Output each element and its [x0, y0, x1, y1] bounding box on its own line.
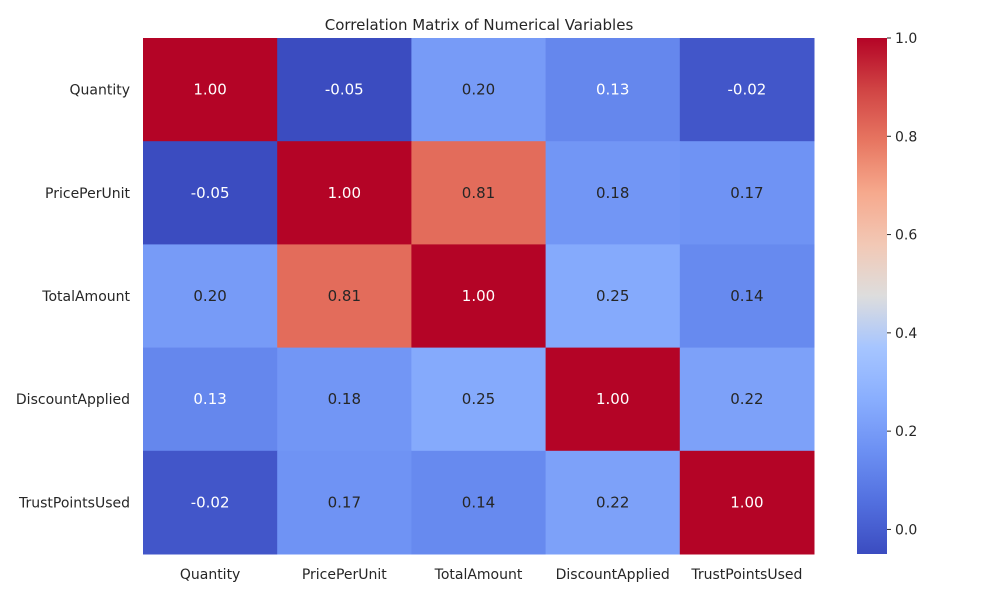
row-label-4: TrustPointsUsed	[18, 495, 130, 511]
heatmap-cell-1-1	[277, 141, 412, 245]
heatmap-cell-3-1	[277, 347, 412, 452]
heatmap-cell-2-4	[679, 244, 815, 349]
cell-value-label-1-4: 0.17	[730, 184, 763, 202]
row-label-0: Quantity	[70, 83, 131, 99]
cell-value-label-2-4: 0.14	[730, 287, 763, 305]
colorbar-ticks: 0.0 0.2 0.4 0.6 0.8 1.0	[887, 31, 917, 538]
cell-value-label-0-4: -0.02	[727, 81, 766, 99]
heatmap-cell-1-0	[143, 141, 278, 245]
col-label-2: TotalAmount	[434, 567, 523, 583]
cell-value-label-3-3: 1.00	[596, 390, 629, 408]
heatmap-cell-1-3	[545, 141, 681, 245]
cell-value-label-0-2: 0.20	[462, 81, 495, 99]
heatmap-cell-0-4	[679, 38, 815, 142]
heatmap-cell-1-4	[679, 141, 815, 245]
row-labels: Quantity PricePerUnit TotalAmount DiscountA…	[16, 83, 131, 512]
row-label-3: DiscountApplied	[16, 392, 130, 408]
cell-value-label-1-2: 0.81	[462, 184, 495, 202]
cell-value-label-4-4: 1.00	[730, 493, 763, 511]
cell-value-label-2-0: 0.20	[193, 287, 226, 305]
colorbar-gradient	[857, 38, 887, 554]
colorbar-tick-label-4: 0.8	[895, 129, 917, 145]
col-labels: Quantity PricePerUnit TotalAmount DiscountA…	[180, 567, 803, 583]
heatmap-cell-4-0	[143, 450, 278, 555]
heatmap-cell-0-0	[143, 38, 278, 142]
chart-title: Correlation Matrix of Numerical Variable…	[325, 16, 634, 34]
colorbar-tick-label-2: 0.4	[895, 326, 917, 342]
heatmap-cell-4-4	[679, 450, 815, 555]
col-label-3: DiscountApplied	[556, 567, 670, 583]
heatmap-cell-2-2	[411, 244, 547, 349]
cell-value-label-3-0: 0.13	[193, 390, 226, 408]
heatmap-cell-1-2	[411, 141, 547, 245]
heatmap-cell-0-1	[277, 38, 412, 142]
cell-value-label-0-0: 1.00	[193, 81, 226, 99]
cell-value-label-1-0: -0.05	[191, 184, 230, 202]
cell-value-label-2-1: 0.81	[328, 287, 361, 305]
cell-value-label-4-0: -0.02	[191, 493, 230, 511]
row-label-1: PricePerUnit	[45, 186, 130, 202]
colorbar-tick-label-3: 0.6	[895, 228, 917, 244]
cell-value-label-3-2: 0.25	[462, 390, 495, 408]
cell-value-label-4-2: 0.14	[462, 493, 495, 511]
heatmap-cell-3-0	[143, 347, 278, 452]
cell-value-label-0-1: -0.05	[325, 81, 364, 99]
heatmap-cell-2-1	[277, 244, 412, 349]
heatmap-cell-0-3	[545, 38, 681, 142]
cell-value-label-1-1: 1.00	[328, 184, 361, 202]
heatmap-cell-3-4	[679, 347, 815, 452]
cell-value-label-4-3: 0.22	[596, 493, 629, 511]
heatmap-cell-4-1	[277, 450, 412, 555]
row-label-2: TotalAmount	[41, 289, 130, 305]
heatmap-cell-0-2	[411, 38, 547, 142]
cell-value-label-3-1: 0.18	[328, 390, 361, 408]
cell-value-label-2-2: 1.00	[462, 287, 495, 305]
cell-value-label-3-4: 0.22	[730, 390, 763, 408]
cell-value-label-1-3: 0.18	[596, 184, 629, 202]
heatmap-cell-2-3	[545, 244, 681, 349]
colorbar-tick-label-0: 0.0	[895, 522, 917, 538]
cell-value-label-0-3: 0.13	[596, 81, 629, 99]
col-label-1: PricePerUnit	[302, 567, 387, 583]
heatmap-cell-4-2	[411, 450, 547, 555]
heatmap-cell-3-3	[545, 347, 681, 452]
heatmap-cell-3-2	[411, 347, 547, 452]
col-label-4: TrustPointsUsed	[690, 567, 802, 583]
col-label-0: Quantity	[180, 567, 241, 583]
colorbar-tick-label-1: 0.2	[895, 424, 917, 440]
heatmap-cell-4-3	[545, 450, 681, 555]
cell-value-label-2-3: 0.25	[596, 287, 629, 305]
heatmap-cell-2-0	[143, 244, 278, 349]
colorbar: 0.0 0.2 0.4 0.6 0.8 1.0	[857, 31, 917, 554]
colorbar-tick-label-5: 1.0	[895, 31, 917, 47]
heatmap-cells: 1.00 -0.05 0.20 0.13 -0.02 -0.05 1.00 0.81 0.18 0…	[143, 38, 815, 555]
cell-value-label-4-1: 0.17	[328, 493, 361, 511]
